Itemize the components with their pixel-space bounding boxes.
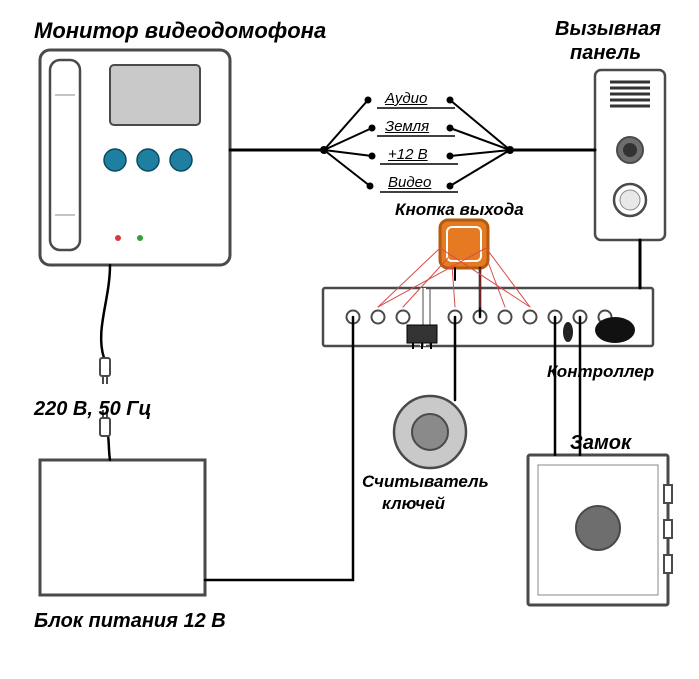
diagram-stage: Монитор видеодомофона Вызывная панель Ау…	[0, 0, 699, 679]
exit-button-label: Кнопка выхода	[395, 200, 524, 220]
call-panel-title: Вызывная	[555, 18, 661, 41]
call-panel-title2: панель	[570, 42, 641, 65]
wire-audio-label: Аудио	[385, 90, 427, 107]
diagram-svg	[0, 0, 699, 679]
lock-label: Замок	[570, 432, 631, 455]
wire-12v-label: +12 В	[388, 146, 428, 163]
controller-label: Контроллер	[547, 362, 654, 382]
psu-label: Блок питания 12 В	[34, 610, 226, 633]
reader-label-2: ключей	[382, 494, 445, 514]
monitor-title: Монитор видеодомофона	[34, 18, 326, 44]
wire-ground-label: Земля	[385, 118, 429, 135]
wire-video-label: Видео	[388, 174, 431, 191]
reader-label-1: Считыватель	[362, 472, 489, 492]
mains-label: 220 В, 50 Гц	[34, 398, 151, 421]
